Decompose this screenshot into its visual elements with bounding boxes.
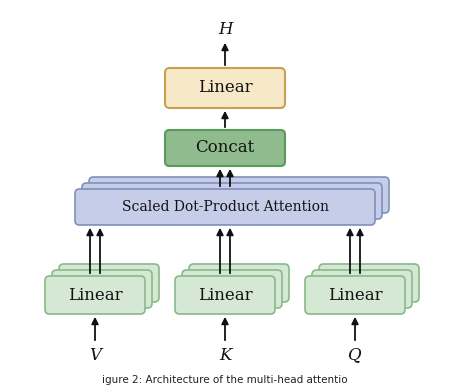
Text: Q: Q: [348, 346, 362, 363]
FancyBboxPatch shape: [305, 276, 405, 314]
FancyBboxPatch shape: [189, 264, 289, 302]
FancyBboxPatch shape: [82, 183, 382, 219]
FancyBboxPatch shape: [182, 270, 282, 308]
FancyBboxPatch shape: [89, 177, 389, 213]
FancyBboxPatch shape: [52, 270, 152, 308]
FancyBboxPatch shape: [45, 276, 145, 314]
FancyBboxPatch shape: [165, 130, 285, 166]
Text: Concat: Concat: [195, 140, 255, 156]
Text: H: H: [218, 21, 232, 39]
FancyBboxPatch shape: [59, 264, 159, 302]
FancyBboxPatch shape: [165, 68, 285, 108]
Text: Scaled Dot-Product Attention: Scaled Dot-Product Attention: [122, 200, 328, 214]
FancyBboxPatch shape: [319, 264, 419, 302]
Text: Linear: Linear: [328, 287, 382, 303]
FancyBboxPatch shape: [312, 270, 412, 308]
Text: igure 2: Architecture of the multi-head attentio: igure 2: Architecture of the multi-head …: [102, 375, 348, 385]
Text: Linear: Linear: [198, 80, 252, 96]
Text: K: K: [219, 346, 231, 363]
Text: Linear: Linear: [198, 287, 252, 303]
FancyBboxPatch shape: [75, 189, 375, 225]
Text: Linear: Linear: [68, 287, 122, 303]
FancyBboxPatch shape: [175, 276, 275, 314]
Text: V: V: [89, 346, 101, 363]
